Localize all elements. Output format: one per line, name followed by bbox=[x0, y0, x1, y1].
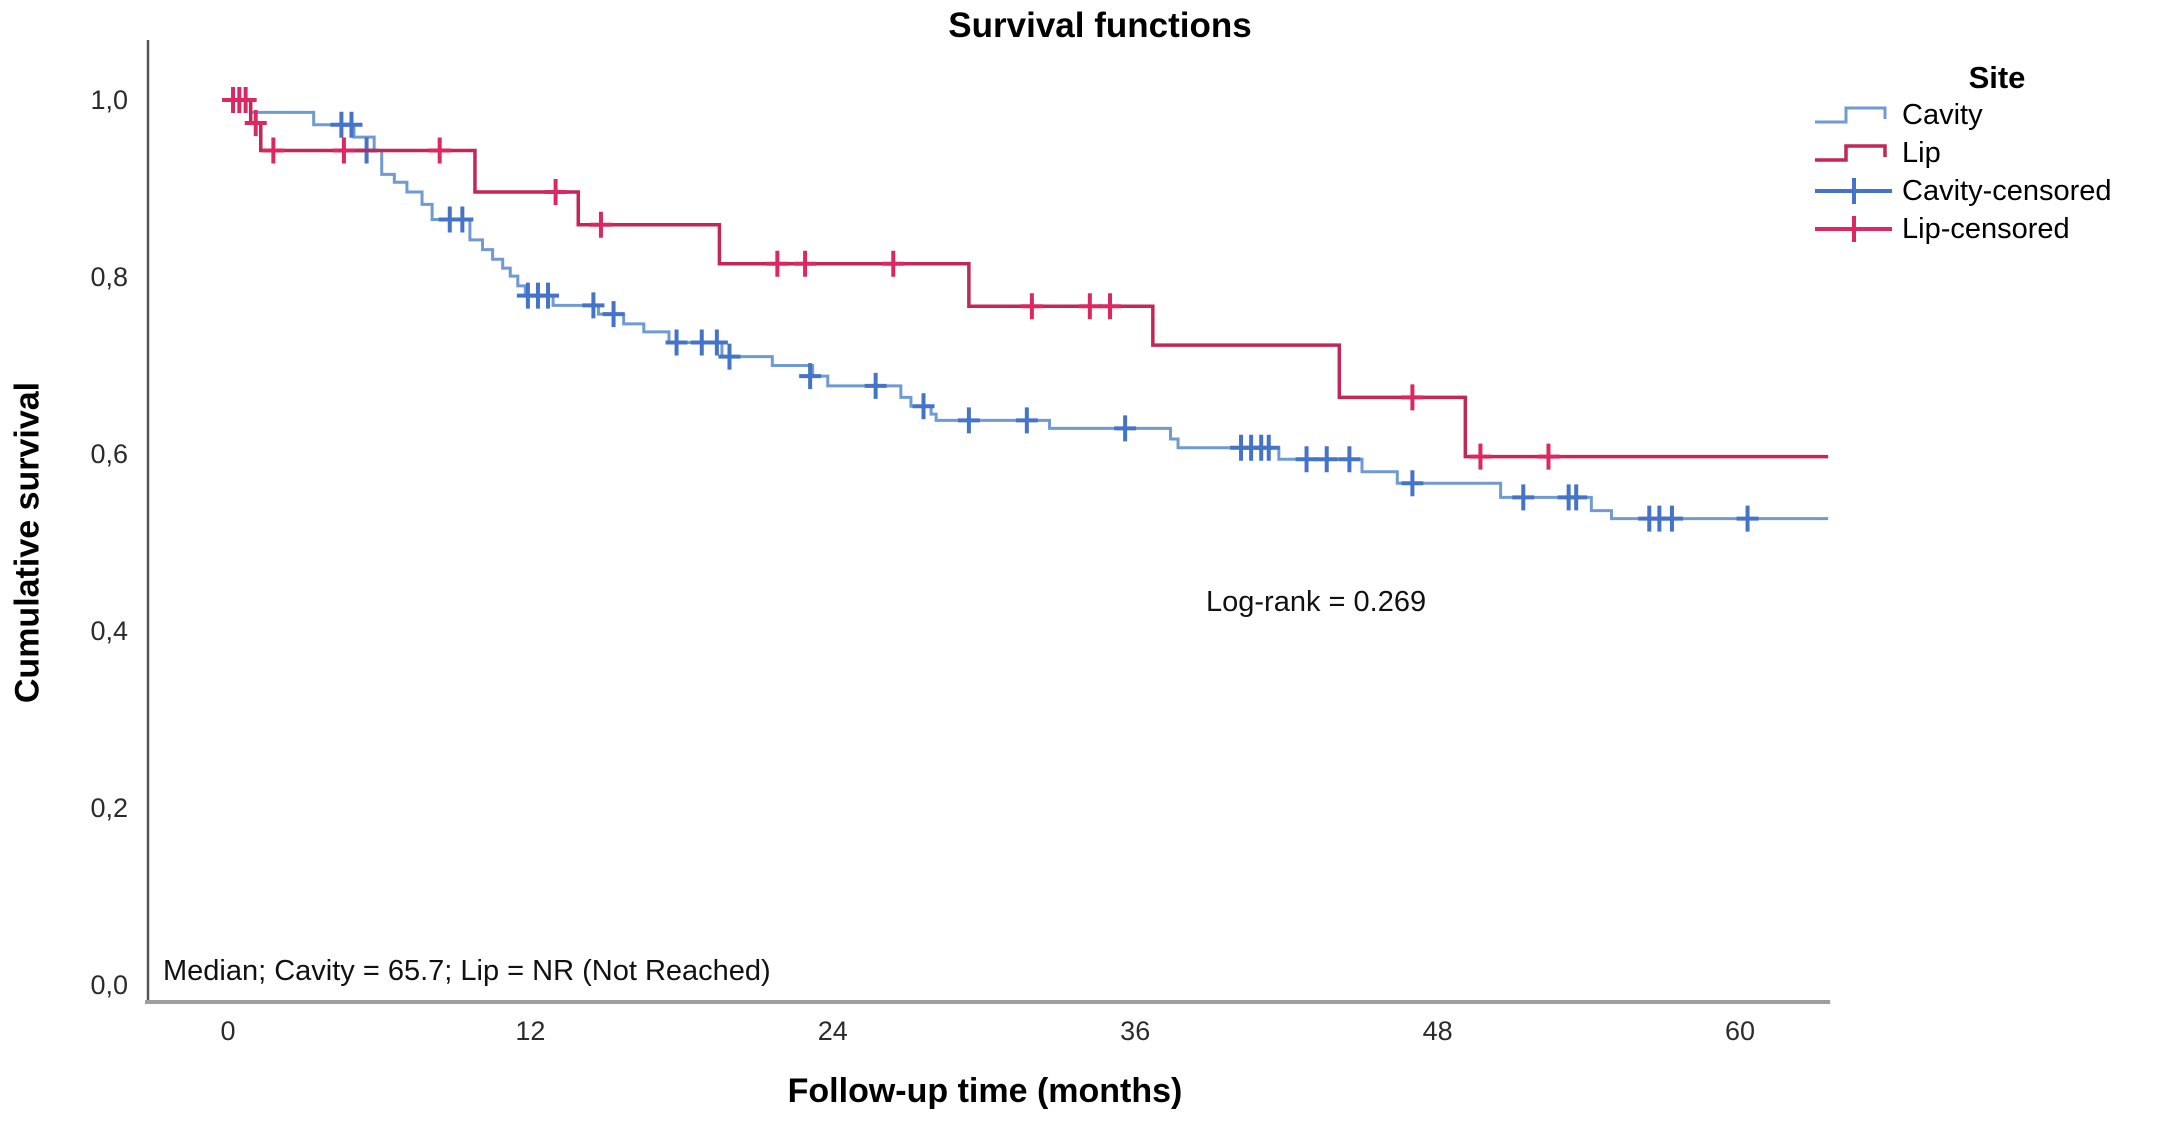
x-tick-label: 24 bbox=[818, 1016, 848, 1046]
lip-censor-mark bbox=[1401, 384, 1424, 411]
cavity-line-icon bbox=[1815, 106, 1887, 124]
lip-censor-mark bbox=[244, 110, 267, 137]
cavity-curve bbox=[228, 98, 1829, 521]
y-tick-label: 1,0 bbox=[90, 85, 128, 115]
cavity-censor-mark bbox=[340, 111, 363, 138]
legend-item-cavity-censored: Cavity-censored bbox=[1812, 172, 2175, 210]
x-tick-label: 48 bbox=[1423, 1016, 1453, 1046]
legend-item-lip: Lip bbox=[1812, 134, 2175, 172]
lip-censor-mark bbox=[1020, 293, 1043, 320]
cavity-censor-mark bbox=[582, 292, 605, 319]
lip-censor-mark bbox=[766, 250, 789, 277]
cavity-censor-mark bbox=[602, 301, 625, 328]
lip-censor-mark bbox=[1469, 443, 1492, 470]
cavity-censor-mark bbox=[1338, 446, 1361, 473]
lip-censored-icon bbox=[1815, 216, 1892, 242]
lip-censor-mark bbox=[794, 250, 817, 277]
y-tick-label: 0,0 bbox=[90, 970, 128, 1000]
legend-label-lip-censored: Lip-censored bbox=[1902, 212, 2070, 245]
lip-line-icon bbox=[1815, 144, 1887, 162]
x-tick-label: 36 bbox=[1120, 1016, 1150, 1046]
cavity-censor-mark bbox=[1295, 446, 1318, 473]
lip-censor-mark bbox=[262, 137, 285, 164]
cavity-censor-mark bbox=[1015, 407, 1038, 434]
cavity-censor-mark bbox=[799, 363, 822, 390]
cavity-censor-mark bbox=[718, 343, 741, 370]
median-annotation: Median; Cavity = 65.7; Lip = NR (Not Rea… bbox=[163, 955, 771, 987]
y-tick-label: 0,6 bbox=[90, 439, 128, 469]
y-tick-label: 0,4 bbox=[90, 616, 128, 646]
log-rank-annotation: Log-rank = 0.269 bbox=[1206, 586, 1427, 618]
cavity-censor-mark bbox=[1315, 446, 1338, 473]
x-tick-label: 60 bbox=[1725, 1016, 1755, 1046]
cavity-censor-mark bbox=[537, 282, 560, 309]
lip-censor-mark bbox=[332, 137, 355, 164]
cavity-censor-mark bbox=[1660, 505, 1683, 532]
cavity-censor-mark bbox=[705, 329, 728, 356]
x-axis-label: Follow-up time (months) bbox=[787, 1072, 1183, 1110]
cavity-censor-mark bbox=[1736, 505, 1759, 532]
chart-title: Survival functions bbox=[948, 6, 1252, 45]
lip-curve bbox=[228, 98, 1829, 459]
lip-censor-mark bbox=[589, 211, 612, 238]
cavity-censored-icon bbox=[1815, 178, 1892, 204]
lip-censor-mark bbox=[234, 87, 257, 113]
lip-censor-mark bbox=[1099, 293, 1121, 320]
x-tick-label: 12 bbox=[515, 1016, 545, 1046]
legend-item-lip-censored: Lip-censored bbox=[1812, 210, 2175, 248]
lip-censor-mark bbox=[1537, 443, 1560, 470]
legend-label-cavity: Cavity bbox=[1902, 98, 1983, 131]
y-axis-label: Cumulative survival bbox=[8, 381, 47, 704]
legend-title: Site bbox=[1968, 60, 2026, 95]
x-tick-label: 0 bbox=[220, 1016, 235, 1046]
legend: Site Cavity Lip Cavity-censored Lip-cens… bbox=[1812, 60, 2175, 248]
lip-censor-mark bbox=[544, 179, 567, 206]
cavity-censor-mark bbox=[451, 206, 474, 233]
y-tick-label: 0,2 bbox=[90, 793, 128, 823]
legend-label-cavity-censored: Cavity-censored bbox=[1902, 174, 2112, 207]
legend-label-lip: Lip bbox=[1902, 136, 1941, 169]
cavity-censor-mark bbox=[1565, 484, 1588, 511]
cavity-censor-mark bbox=[957, 407, 980, 434]
cavity-censor-mark bbox=[1257, 434, 1280, 461]
cavity-censor-mark bbox=[1114, 415, 1137, 442]
lip-censor-mark bbox=[882, 250, 905, 277]
legend-item-cavity: Cavity bbox=[1812, 96, 2175, 134]
lip-censor-mark bbox=[428, 137, 451, 164]
y-tick-label: 0,8 bbox=[90, 262, 128, 292]
cavity-censor-mark bbox=[864, 372, 887, 399]
lip-censor-mark bbox=[1078, 293, 1101, 320]
cavity-censor-mark bbox=[1401, 470, 1424, 497]
cavity-censor-mark bbox=[912, 393, 935, 420]
cavity-censor-mark bbox=[1512, 484, 1535, 511]
cavity-censor-mark bbox=[665, 329, 688, 356]
